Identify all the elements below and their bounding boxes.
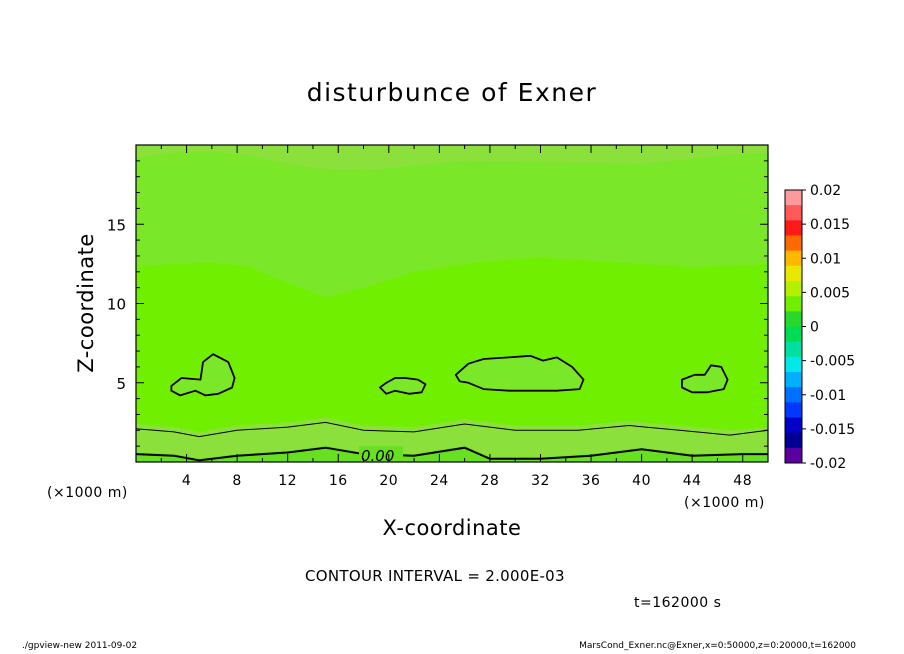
plot-area: 0.00 <box>135 145 769 465</box>
colorbar-tick-label: 0.005 <box>810 285 850 301</box>
colorbar-tick-label: 0.02 <box>810 183 841 199</box>
x-unit-left: (×1000 m) <box>47 485 128 501</box>
contour-label: 0.00 <box>361 447 394 465</box>
x-tick-label: 12 <box>278 473 297 489</box>
colorbar-swatch <box>785 447 802 464</box>
colorbar-tick-label: -0.005 <box>810 354 855 370</box>
colorbar-swatch <box>785 432 802 449</box>
blob-3 <box>454 354 585 392</box>
colorbar-swatch <box>785 220 802 236</box>
time-stamp: t=162000 s <box>634 595 722 611</box>
colorbar-swatch <box>785 372 802 388</box>
x-tick-label: 40 <box>632 473 651 489</box>
y-tick-label: 10 <box>107 296 126 314</box>
contour-zero <box>135 446 768 462</box>
band-upper <box>136 145 768 171</box>
blob-2 <box>379 377 427 395</box>
colorbar-swatch <box>785 265 802 282</box>
y-tick-label: 15 <box>107 216 126 234</box>
x-axis-ticks: 4 8 12 16 20 24 28 32 36 40 44 48 <box>160 145 752 489</box>
colorbar-swatch <box>785 341 802 358</box>
x-tick-label: 28 <box>481 473 500 489</box>
colorbar-tick-label: -0.01 <box>810 388 846 404</box>
y-axis-label: Z-coordinate <box>74 233 98 373</box>
x-unit-right: (×1000 m) <box>684 495 765 511</box>
contour-thin <box>135 421 769 438</box>
colorbar-swatch <box>785 387 802 403</box>
colorbar-swatch <box>785 296 802 312</box>
colorbar-swatch <box>785 417 802 434</box>
colorbar-tick-label: 0.01 <box>810 251 841 267</box>
contour-label-bg <box>358 446 403 463</box>
x-tick-label: 16 <box>329 473 348 489</box>
colorbar: 0.02 0.015 0.01 0.005 0 -0.005 -0.01 -0.015 -0.0… <box>784 183 855 472</box>
colorbar-tick-label: 0 <box>810 320 819 336</box>
colorbar-swatch <box>785 311 802 327</box>
x-tick-label: 8 <box>232 473 241 489</box>
colorbar-swatch <box>785 205 802 221</box>
colorbar-swatch <box>785 235 802 252</box>
colorbar-swatch <box>785 190 802 206</box>
blob-4 <box>681 364 729 394</box>
colorbar-swatch <box>785 281 802 297</box>
footer-right-text: MarsCond_Exner.nc@Exner,x=0:50000,z=0:20… <box>579 641 856 651</box>
footer-left-text: ./gpview-new 2011-09-02 <box>22 641 138 651</box>
band-bottom <box>136 446 768 462</box>
x-tick-label: 4 <box>182 473 191 489</box>
x-tick-label: 20 <box>379 473 398 489</box>
x-tick-label: 36 <box>582 473 601 489</box>
y-tick-label: 5 <box>116 375 126 393</box>
chart-title: disturbunce of Exner <box>307 78 598 107</box>
colorbar-swatch <box>785 250 802 267</box>
x-axis-label: X-coordinate <box>383 516 522 540</box>
x-tick-label: 24 <box>430 473 449 489</box>
y-axis-ticks: 5 10 15 <box>107 160 768 447</box>
colorbar-swatch <box>785 326 802 343</box>
contour-interval-text: CONTOUR INTERVAL = 2.000E-03 <box>305 567 565 585</box>
colorbar-tick-label: -0.015 <box>810 422 855 438</box>
colorbar-tick-label: 0.015 <box>810 217 850 233</box>
band-mid-upper <box>136 151 768 298</box>
colorbar-swatch <box>785 402 802 418</box>
x-tick-label: 32 <box>531 473 550 489</box>
x-tick-label: 44 <box>683 473 702 489</box>
blob-1 <box>170 353 236 397</box>
colorbar-tick-label: -0.02 <box>810 456 846 472</box>
x-tick-label: 48 <box>733 473 752 489</box>
colorbar-swatch <box>785 356 802 373</box>
